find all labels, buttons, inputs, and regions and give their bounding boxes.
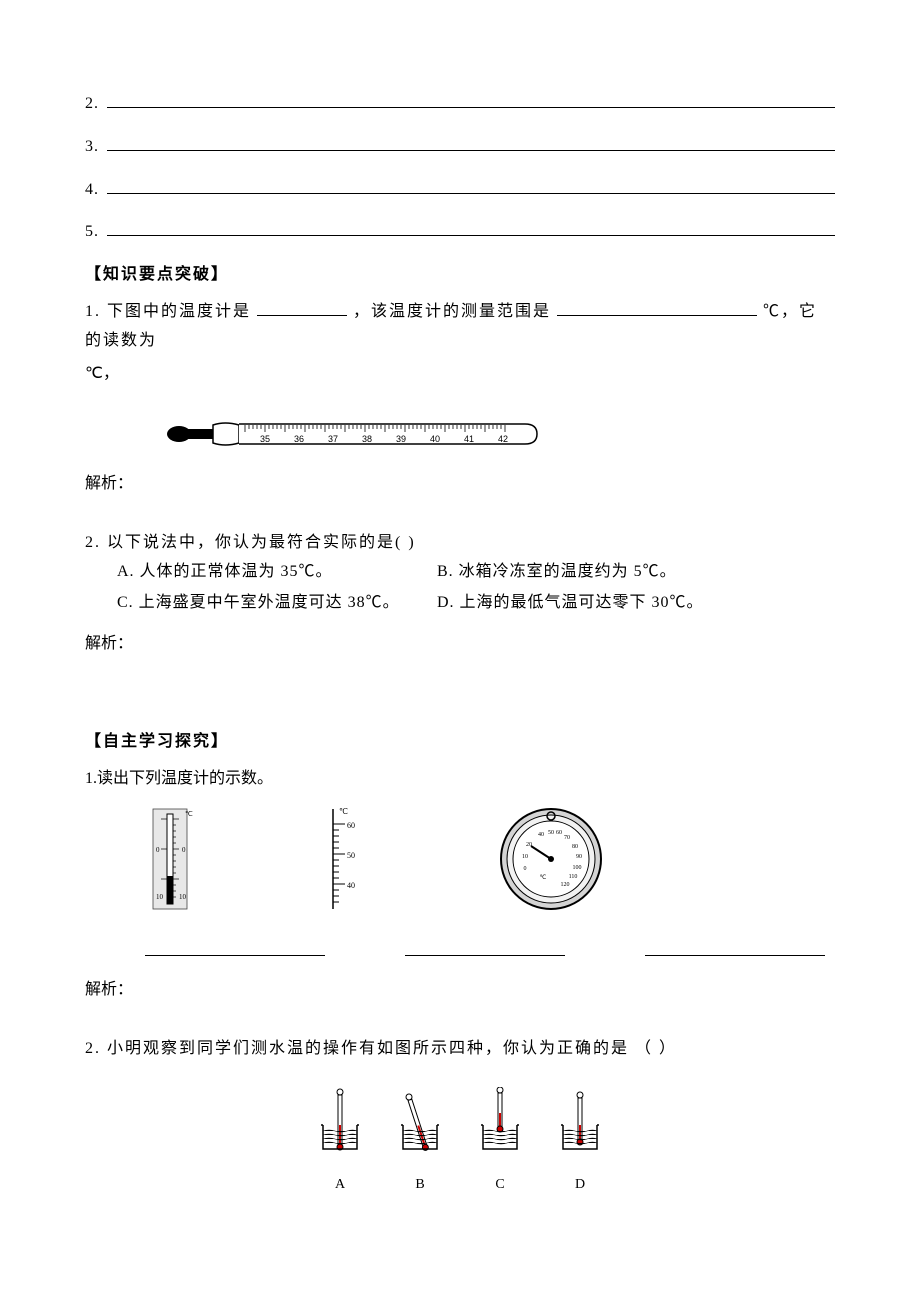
fill-section: 2. 3. 4. 5. — [85, 90, 835, 247]
jiexi-label: 解析： — [85, 470, 835, 499]
blank — [257, 300, 347, 316]
fill-num: 2. — [85, 90, 99, 119]
svg-text:0: 0 — [156, 846, 160, 854]
option-d: D. 上海的最低气温可达零下 30℃。 — [437, 589, 704, 618]
svg-text:℃: ℃ — [339, 807, 348, 816]
svg-text:37: 37 — [328, 434, 338, 444]
section-heading-2: 【自主学习探究】 — [85, 728, 835, 757]
beaker-b: B — [395, 1087, 445, 1197]
option-b: B. 冰箱冷冻室的温度约为 5℃。 — [437, 558, 677, 587]
beaker-c: C — [475, 1087, 525, 1197]
svg-text:40: 40 — [347, 881, 355, 890]
jiexi-label: 解析： — [85, 630, 835, 659]
svg-text:50: 50 — [548, 830, 554, 836]
blank — [557, 300, 757, 316]
svg-text:90: 90 — [576, 854, 582, 860]
fill-line: 2. — [85, 90, 835, 119]
fill-num: 4. — [85, 176, 99, 205]
svg-text:39: 39 — [396, 434, 406, 444]
beaker-label: A — [315, 1172, 365, 1197]
svg-text:80: 80 — [572, 844, 578, 850]
clinical-thermometer: 35 36 37 38 39 40 41 42 — [165, 418, 835, 450]
blank-line — [107, 150, 835, 151]
question-2: 2. 以下说法中，你认为最符合实际的是( ) A. 人体的正常体温为 35℃。 … — [85, 529, 835, 658]
answer-blanks — [145, 955, 835, 956]
svg-text:100: 100 — [573, 865, 582, 871]
svg-text:0: 0 — [524, 866, 527, 872]
fill-line: 3. — [85, 133, 835, 162]
thermometer-a: ℃ 0 0 10 10 — [145, 804, 195, 925]
fill-line: 4. — [85, 176, 835, 205]
blank-line — [107, 193, 835, 194]
fill-num: 3. — [85, 133, 99, 162]
thermometer-c: 0 10 20 40 50 60 70 80 90 100 110 120 ℃ — [491, 804, 611, 925]
q1-mid1: ，该温度计的测量范围是 — [353, 303, 551, 320]
section-heading-1: 【知识要点突破】 — [85, 261, 835, 290]
svg-text:35: 35 — [260, 434, 270, 444]
svg-text:70: 70 — [564, 835, 570, 841]
beaker-label: D — [555, 1172, 605, 1197]
beaker-d: D — [555, 1087, 605, 1197]
q1-prefix: 1. 下图中的温度计是 — [85, 303, 251, 320]
svg-text:50: 50 — [347, 851, 355, 860]
s2q2-stem: 2. 小明观察到同学们测水温的操作有如图所示四种，你认为正确的是 （ ） — [85, 1035, 835, 1064]
svg-text:60: 60 — [556, 830, 562, 836]
fill-line: 5. — [85, 218, 835, 247]
q1-line2-tail: ℃， — [85, 360, 835, 389]
s2-question-2: 2. 小明观察到同学们测水温的操作有如图所示四种，你认为正确的是 （ ） A — [85, 1035, 835, 1198]
option-a: A. 人体的正常体温为 35℃。 — [117, 558, 437, 587]
beaker-row: A B — [85, 1087, 835, 1197]
beaker-label: C — [475, 1172, 525, 1197]
svg-text:℃: ℃ — [185, 810, 193, 818]
svg-text:0: 0 — [182, 846, 186, 854]
svg-text:110: 110 — [569, 874, 578, 880]
svg-text:℃: ℃ — [540, 875, 547, 881]
q2-stem: 2. 以下说法中，你认为最符合实际的是( ) — [85, 529, 835, 558]
svg-text:38: 38 — [362, 434, 372, 444]
q1-line1: 1. 下图中的温度计是 ，该温度计的测量范围是 ℃，它的读数为 — [85, 298, 835, 356]
thermometer-svg: 35 36 37 38 39 40 41 42 — [165, 418, 545, 450]
svg-text:10: 10 — [522, 854, 528, 860]
beaker-a: A — [315, 1087, 365, 1197]
blank — [645, 955, 825, 956]
svg-text:10: 10 — [179, 893, 187, 901]
svg-text:60: 60 — [347, 821, 355, 830]
s2-question-1: 1.读出下列温度计的示数。 ℃ 0 0 10 10 — [85, 765, 835, 1004]
svg-text:41: 41 — [464, 434, 474, 444]
fill-num: 5. — [85, 218, 99, 247]
jiexi-label: 解析： — [85, 976, 835, 1005]
question-1: 1. 下图中的温度计是 ，该温度计的测量范围是 ℃，它的读数为 ℃， — [85, 298, 835, 499]
svg-text:42: 42 — [498, 434, 508, 444]
beaker-label: B — [395, 1172, 445, 1197]
thermometer-row: ℃ 0 0 10 10 ℃ 60 50 40 — [145, 804, 835, 925]
svg-text:40: 40 — [538, 832, 544, 838]
svg-text:120: 120 — [561, 882, 570, 888]
blank-line — [107, 107, 835, 108]
blank — [405, 955, 565, 956]
svg-text:10: 10 — [156, 893, 164, 901]
svg-text:40: 40 — [430, 434, 440, 444]
blank-line — [107, 235, 835, 236]
blank — [145, 955, 325, 956]
option-c: C. 上海盛夏中午室外温度可达 38℃。 — [117, 589, 437, 618]
svg-text:36: 36 — [294, 434, 304, 444]
thermometer-b: ℃ 60 50 40 — [325, 804, 361, 925]
s2q1-stem: 1.读出下列温度计的示数。 — [85, 765, 835, 794]
